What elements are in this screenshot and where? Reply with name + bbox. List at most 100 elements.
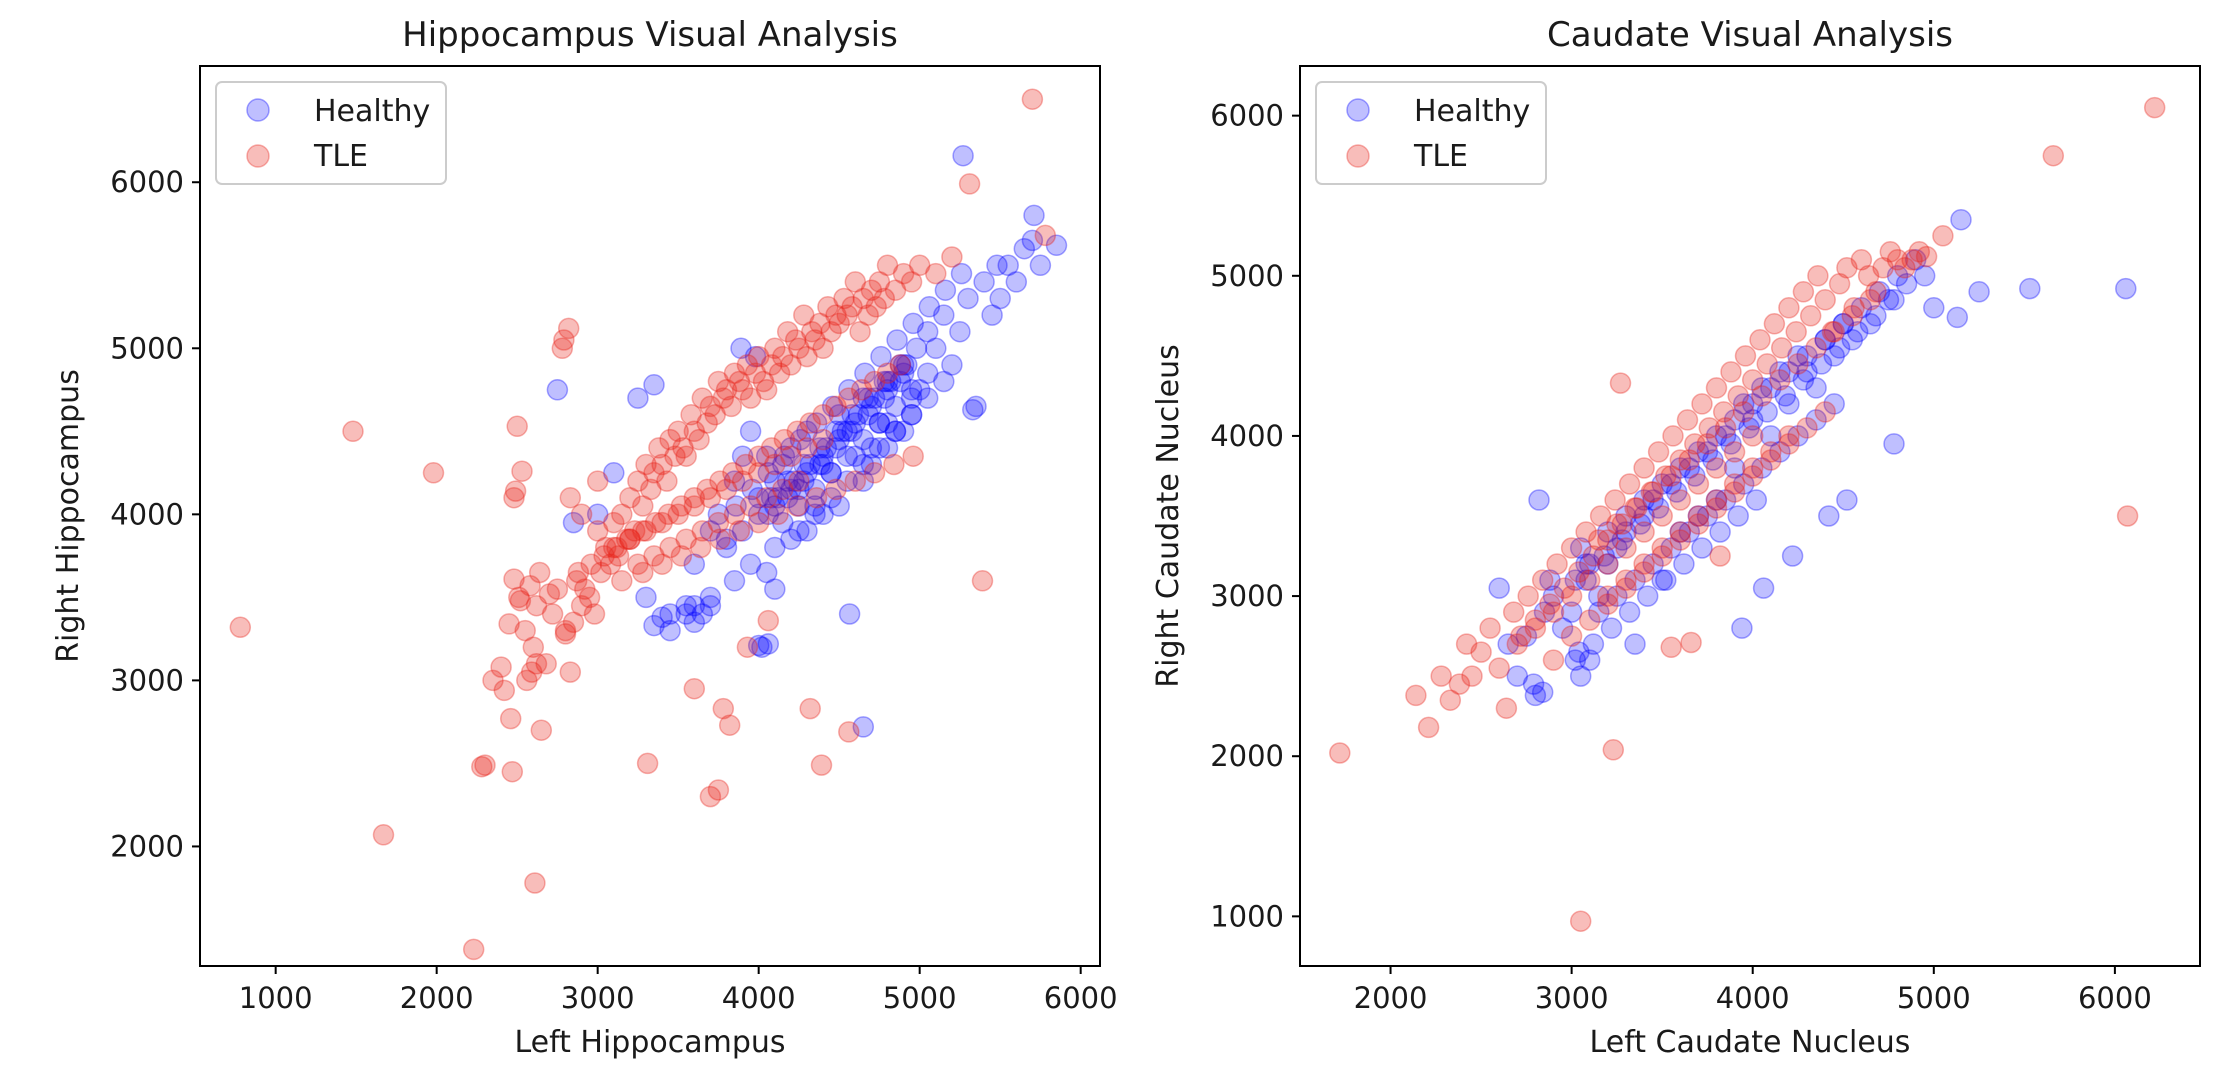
healthy-point <box>1723 457 1746 479</box>
tle-point <box>530 719 553 741</box>
healthy-point <box>873 370 896 393</box>
tle-point <box>1669 529 1692 551</box>
tle-point <box>860 279 883 301</box>
tle-point <box>535 653 557 675</box>
healthy-point <box>812 453 834 476</box>
tle-point <box>768 362 791 384</box>
tle-point <box>1430 665 1452 687</box>
tle-point <box>1488 657 1510 679</box>
healthy-point <box>1528 489 1550 511</box>
healthy-point <box>1859 313 1882 335</box>
healthy-point <box>952 144 974 167</box>
tle-point <box>554 619 577 642</box>
healthy-point <box>603 462 625 484</box>
tle-point <box>683 486 706 509</box>
tle-point <box>557 317 580 340</box>
tle-point <box>635 520 657 542</box>
tle-point <box>623 520 646 542</box>
healthy-point <box>780 437 802 459</box>
healthy-point <box>1732 473 1755 495</box>
healthy-point <box>796 420 818 443</box>
healthy-point <box>889 354 912 376</box>
healthy-point <box>1805 409 1827 431</box>
tle-point <box>1857 265 1880 287</box>
healthy-point <box>699 520 722 542</box>
tle-point <box>868 271 891 293</box>
tle-point <box>1660 465 1682 487</box>
tle-point <box>739 387 762 409</box>
tle-point <box>707 779 730 801</box>
healthy-point <box>731 520 754 542</box>
healthy-point <box>973 271 995 293</box>
tle-point <box>1517 585 1539 607</box>
tle-point <box>578 586 601 609</box>
tle-point <box>1714 417 1737 439</box>
healthy-point <box>1702 449 1724 471</box>
tle-point <box>1763 313 1786 335</box>
healthy-point <box>916 320 939 343</box>
healthy-point <box>1814 329 1836 351</box>
tle-point <box>1633 457 1655 479</box>
healthy-point <box>2115 277 2137 300</box>
healthy-point <box>949 320 971 343</box>
tle-point <box>619 528 641 550</box>
tle-point <box>812 428 834 451</box>
tle-point <box>786 420 809 443</box>
tle-point <box>1479 617 1501 639</box>
tle-point <box>718 714 741 736</box>
healthy-point <box>627 387 649 409</box>
healthy-point <box>838 379 860 401</box>
x-tick-label: 4000 <box>722 981 796 1015</box>
tle-point <box>656 470 678 492</box>
tle-point <box>1678 449 1701 471</box>
healthy-point <box>1687 441 1710 463</box>
tle-point <box>619 486 641 509</box>
tle-point <box>1823 321 1845 343</box>
tle-point <box>715 478 738 501</box>
healthy-point <box>1611 529 1634 551</box>
tle-point <box>752 370 775 393</box>
healthy-point <box>857 403 879 426</box>
tle-point <box>528 561 551 584</box>
tle-point <box>696 412 718 434</box>
healthy-point <box>820 486 842 509</box>
healthy-point <box>1678 521 1701 543</box>
tle-point <box>554 623 577 645</box>
tle-point <box>709 470 731 492</box>
tle-point <box>780 354 802 376</box>
tle-point <box>1647 441 1670 463</box>
healthy-point <box>908 379 931 401</box>
tle-point <box>1502 601 1525 623</box>
healthy-point <box>892 420 915 443</box>
healthy-point <box>747 486 770 509</box>
tle-point <box>565 570 588 592</box>
tle-point <box>1633 521 1655 543</box>
tle-point <box>1417 716 1440 739</box>
tle-point <box>722 462 744 484</box>
healthy-point <box>683 611 706 634</box>
healthy-point <box>1781 545 1804 567</box>
healthy-point <box>659 619 681 642</box>
tle-point <box>689 536 712 559</box>
healthy-point <box>1850 297 1873 319</box>
tle-point <box>501 760 524 783</box>
tle-point <box>1756 353 1778 375</box>
tle-point <box>691 387 714 409</box>
healthy-point <box>1705 425 1728 447</box>
y-tick-label: 1000 <box>1210 899 1284 933</box>
tle-point <box>651 511 673 534</box>
healthy-point <box>1588 585 1610 607</box>
healthy-point <box>1823 345 1845 367</box>
tle-point <box>586 520 609 542</box>
healthy-point <box>852 716 875 738</box>
healthy-point <box>1756 401 1778 423</box>
tle-point <box>1741 425 1764 447</box>
tle-point <box>1615 569 1637 591</box>
healthy-point <box>884 420 907 443</box>
tle-point <box>1615 577 1637 599</box>
healthy-point <box>793 453 815 476</box>
x-axis-ticks: 1000 2000 3000 4000 5000 6000 <box>239 966 1118 1015</box>
healthy-point <box>764 495 786 517</box>
healthy-point <box>821 395 844 418</box>
healthy-point <box>1841 329 1864 351</box>
